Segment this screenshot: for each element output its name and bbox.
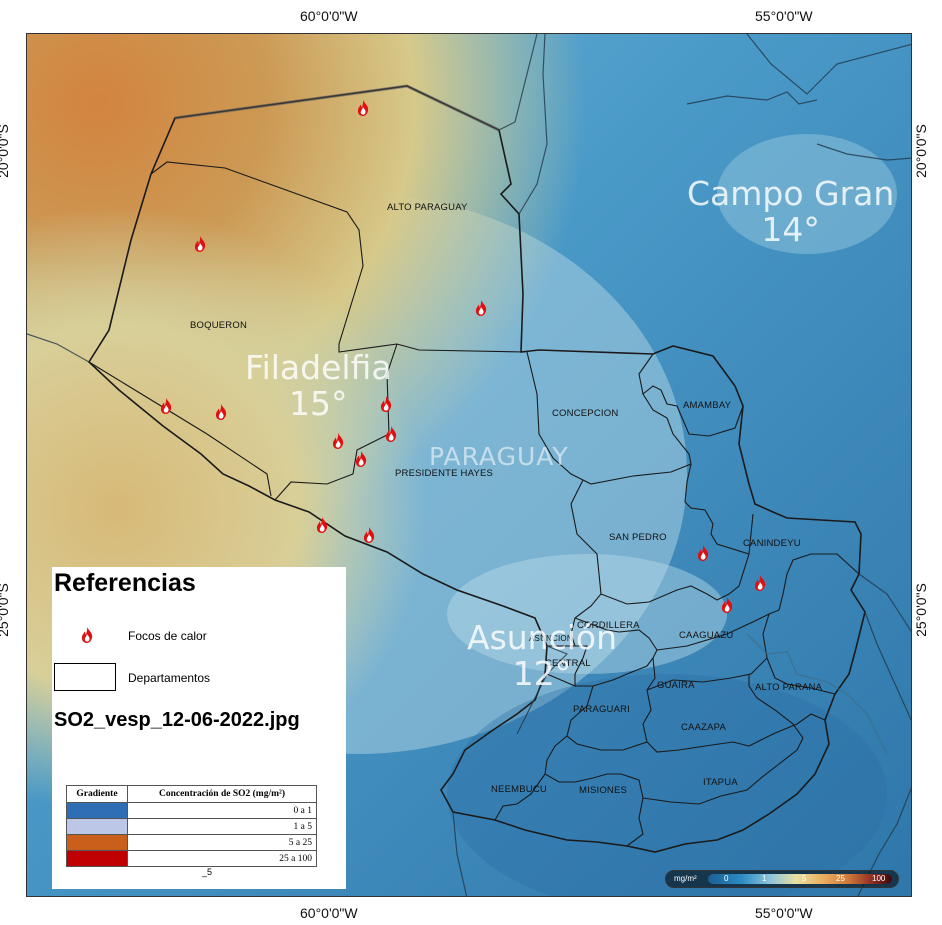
bottom-tick-60w: 60°0'0"W bbox=[300, 905, 358, 921]
colorbar-gradient bbox=[708, 874, 892, 884]
legend-range-value: 1 a 5 bbox=[127, 818, 317, 835]
flame-icon[interactable] bbox=[379, 396, 393, 412]
legend-header-concentration: Concentración de SO2 (mg/m²) bbox=[127, 785, 317, 803]
flame-icon[interactable] bbox=[720, 597, 734, 613]
legend-gradient-table: Gradiente Concentración de SO2 (mg/m²) 0… bbox=[66, 785, 317, 867]
left-tick-25s: 25°0'0"S bbox=[0, 583, 11, 637]
flame-icon[interactable] bbox=[315, 517, 329, 533]
flame-icon[interactable] bbox=[354, 451, 368, 467]
dept-label-concepcion: CONCEPCION bbox=[552, 408, 619, 419]
colorbar-tick-3: 25 bbox=[836, 874, 845, 883]
city-campo-grande: Campo Gran 14° bbox=[687, 174, 895, 250]
flame-icon[interactable] bbox=[753, 575, 767, 591]
legend-stray-text: _5 bbox=[202, 867, 213, 877]
colorbar: mg/m² 0 1 5 25 100 bbox=[665, 870, 899, 888]
top-tick-55w: 55°0'0"W bbox=[755, 8, 813, 24]
legend-header-gradient: Gradiente bbox=[66, 785, 128, 803]
flame-icon[interactable] bbox=[384, 426, 398, 442]
dept-label-neembucu: NEEMBUCU bbox=[491, 784, 547, 795]
flame-icon[interactable] bbox=[214, 404, 228, 420]
flame-icon[interactable] bbox=[159, 398, 173, 414]
flame-icon[interactable] bbox=[356, 100, 370, 116]
legend-color-swatch bbox=[66, 850, 128, 867]
dept-label-asuncion: ASUNCION bbox=[529, 634, 573, 643]
city-asuncion-temp: 12° bbox=[512, 654, 572, 694]
legend-panel: Referencias Focos de calor Departamentos… bbox=[52, 567, 346, 889]
dept-label-amambay: AMAMBAY bbox=[683, 400, 732, 411]
left-tick-20s: 20°0'0"S bbox=[0, 124, 11, 178]
legend-color-swatch bbox=[66, 834, 128, 851]
legend-departments-label: Departamentos bbox=[128, 671, 211, 685]
top-tick-60w: 60°0'0"W bbox=[300, 8, 358, 24]
legend-range-value: 0 a 1 bbox=[127, 802, 317, 819]
city-asuncion-name: Asunción bbox=[467, 618, 618, 657]
city-asuncion: Asunción 12° bbox=[467, 618, 618, 694]
colorbar-tick-2: 5 bbox=[802, 874, 807, 883]
legend-row: 0 a 1 bbox=[66, 802, 317, 819]
flame-icon[interactable] bbox=[474, 300, 488, 316]
paraguay-border bbox=[87, 85, 866, 853]
right-tick-20s: 20°0'0"S bbox=[912, 124, 929, 178]
flame-icon[interactable] bbox=[193, 236, 207, 252]
dept-label-canindeyu: CANINDEYU bbox=[743, 538, 801, 549]
legend-row: 25 a 100 bbox=[66, 850, 317, 867]
bottom-tick-55w: 55°0'0"W bbox=[755, 905, 813, 921]
colorbar-tick-1: 1 bbox=[762, 874, 767, 883]
dept-label-alto-parana: ALTO PARANA bbox=[755, 682, 823, 693]
city-campo-grande-name: Campo Gran bbox=[687, 174, 895, 213]
right-tick-25s: 25°0'0"S bbox=[912, 583, 929, 637]
legend-color-swatch bbox=[66, 818, 128, 835]
colorbar-tick-4: 100 bbox=[872, 874, 886, 883]
city-filadelfia-name: Filadelfia bbox=[245, 348, 392, 387]
dept-label-san-pedro: SAN PEDRO bbox=[609, 532, 667, 543]
dept-label-misiones: MISIONES bbox=[579, 785, 628, 796]
flame-icon[interactable] bbox=[331, 433, 345, 449]
legend-file-name: SO2_vesp_12-06-2022.jpg bbox=[54, 709, 300, 731]
city-filadelfia-temp: 15° bbox=[289, 384, 348, 424]
dept-label-itapua: ITAPUA bbox=[703, 777, 738, 788]
legend-color-swatch bbox=[66, 802, 128, 819]
legend-range-value: 5 a 25 bbox=[127, 834, 317, 851]
legend-department-swatch bbox=[54, 663, 116, 691]
flame-icon[interactable] bbox=[362, 527, 376, 543]
dept-label-caaguazu: CAAGUAZU bbox=[679, 630, 734, 641]
dept-label-cordillera: CORDILLERA bbox=[577, 620, 640, 631]
dept-label-paraguari: PARAGUARI bbox=[573, 704, 631, 715]
flame-icon[interactable] bbox=[696, 545, 710, 561]
city-filadelfia: Filadelfia 15° bbox=[245, 348, 392, 424]
dept-label-central: CENTRAL bbox=[545, 658, 591, 669]
dept-label-caazapa: CAAZAPA bbox=[681, 722, 727, 733]
legend-fire-label: Focos de calor bbox=[128, 629, 207, 643]
dept-label-boqueron: BOQUERON bbox=[190, 320, 248, 331]
colorbar-tick-0: 0 bbox=[724, 874, 729, 883]
country-label: PARAGUAY bbox=[429, 442, 569, 471]
dept-label-guaira: GUAIRA bbox=[657, 680, 695, 691]
legend-range-value: 25 a 100 bbox=[127, 850, 317, 867]
colorbar-unit: mg/m² bbox=[674, 874, 697, 883]
flame-icon bbox=[81, 627, 93, 643]
city-campo-grande-temp: 14° bbox=[761, 210, 820, 250]
legend-title: Referencias bbox=[54, 569, 196, 597]
dept-label-presidente-hayes: PRESIDENTE HAYES bbox=[395, 468, 494, 479]
legend-row: 5 a 25 bbox=[66, 834, 317, 851]
legend-row: 1 a 5 bbox=[66, 818, 317, 835]
dept-label-alto-paraguay: ALTO PARAGUAY bbox=[387, 202, 468, 213]
